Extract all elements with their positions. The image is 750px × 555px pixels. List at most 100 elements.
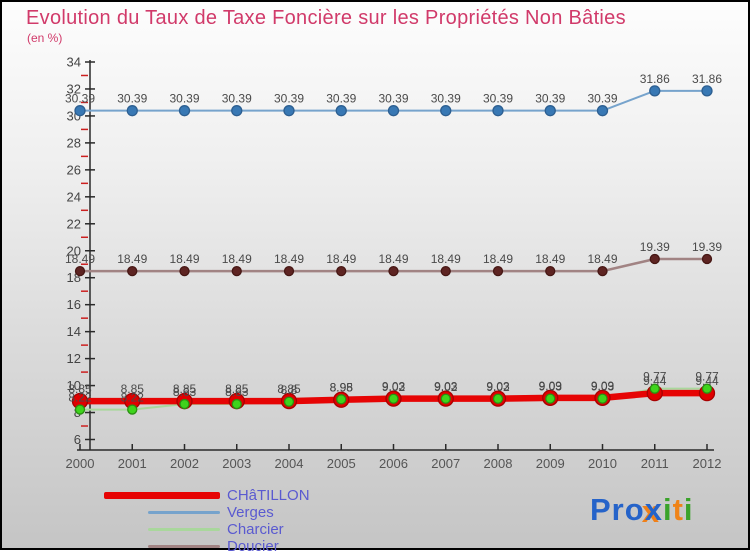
svg-text:18.49: 18.49: [117, 252, 147, 266]
svg-text:22: 22: [67, 216, 81, 231]
svg-text:30.39: 30.39: [535, 92, 565, 106]
chart-subtitle: (en %): [27, 31, 63, 45]
svg-text:2006: 2006: [379, 456, 408, 471]
svg-text:30.39: 30.39: [117, 92, 147, 106]
legend-label-doucier: Doucier: [227, 537, 279, 555]
legend-label-chatillon: CHâTILLON: [227, 486, 310, 504]
svg-text:30.39: 30.39: [222, 92, 252, 106]
legend-swatch-doucier: [100, 544, 220, 548]
svg-text:9.44: 9.44: [695, 374, 719, 388]
svg-text:8.85: 8.85: [173, 382, 197, 396]
legend-label-charcier: Charcier: [227, 520, 284, 538]
svg-text:8.98: 8.98: [330, 380, 354, 394]
svg-text:30.39: 30.39: [587, 92, 617, 106]
svg-text:9.03: 9.03: [591, 380, 615, 394]
legend-item-verges: Verges: [100, 504, 310, 520]
svg-text:2012: 2012: [693, 456, 722, 471]
chart-legend: CHâTILLON Verges Charcier Doucier: [100, 487, 310, 555]
legend-item-chatillon: CHâTILLON: [100, 487, 310, 503]
legend-swatch-verges: [100, 510, 220, 514]
svg-text:8.8: 8.8: [281, 383, 298, 397]
svg-text:8.85: 8.85: [225, 382, 249, 396]
svg-text:30.39: 30.39: [378, 92, 408, 106]
svg-text:10: 10: [67, 378, 81, 393]
svg-text:2007: 2007: [431, 456, 460, 471]
svg-text:2004: 2004: [275, 456, 304, 471]
svg-text:8.63: 8.63: [173, 385, 197, 399]
legend-label-verges: Verges: [227, 503, 274, 521]
svg-text:18.49: 18.49: [169, 252, 199, 266]
svg-text:19.39: 19.39: [692, 240, 722, 254]
svg-text:19.39: 19.39: [640, 240, 670, 254]
svg-text:18.49: 18.49: [535, 252, 565, 266]
svg-text:26: 26: [67, 162, 81, 177]
svg-text:9.77: 9.77: [695, 370, 719, 384]
svg-text:30.39: 30.39: [65, 92, 95, 106]
svg-text:9.03: 9.03: [486, 380, 510, 394]
svg-text:9.77: 9.77: [643, 370, 667, 384]
svg-text:34: 34: [67, 55, 81, 70]
svg-text:20: 20: [67, 243, 81, 258]
svg-text:18.49: 18.49: [431, 252, 461, 266]
svg-text:2008: 2008: [484, 456, 513, 471]
svg-text:30.39: 30.39: [169, 92, 199, 106]
svg-text:9.09: 9.09: [591, 379, 615, 393]
svg-text:8.63: 8.63: [225, 385, 249, 399]
svg-text:31.86: 31.86: [692, 72, 722, 86]
svg-text:2001: 2001: [118, 456, 147, 471]
svg-text:8.85: 8.85: [277, 382, 301, 396]
svg-text:8.22: 8.22: [68, 391, 92, 405]
svg-text:8.85: 8.85: [68, 382, 92, 396]
svg-text:24: 24: [67, 189, 81, 204]
svg-text:2011: 2011: [641, 456, 669, 471]
svg-text:12: 12: [67, 351, 81, 366]
svg-text:18.49: 18.49: [587, 252, 617, 266]
svg-text:9.44: 9.44: [643, 374, 667, 388]
chart-title: Evolution du Taux de Taxe Foncière sur l…: [26, 7, 626, 29]
svg-text:8.22: 8.22: [121, 391, 145, 405]
legend-swatch-charcier: [100, 527, 220, 531]
proxiti-logo: Proxiti: [590, 492, 694, 528]
svg-text:32: 32: [67, 81, 81, 96]
svg-text:9.03: 9.03: [539, 380, 563, 394]
svg-text:9.02: 9.02: [382, 380, 406, 394]
svg-text:2010: 2010: [588, 456, 617, 471]
svg-text:2009: 2009: [536, 456, 565, 471]
svg-text:8.95: 8.95: [330, 381, 354, 395]
svg-text:18.49: 18.49: [222, 252, 252, 266]
svg-text:18.49: 18.49: [378, 252, 408, 266]
logo-letter: i: [683, 492, 694, 527]
svg-text:2002: 2002: [170, 456, 199, 471]
svg-text:9.02: 9.02: [486, 380, 510, 394]
svg-text:2003: 2003: [222, 456, 251, 471]
svg-text:28: 28: [67, 135, 81, 150]
svg-text:9.02: 9.02: [434, 380, 458, 394]
svg-text:30.39: 30.39: [431, 92, 461, 106]
svg-text:30.39: 30.39: [326, 92, 356, 106]
svg-text:18.49: 18.49: [483, 252, 513, 266]
svg-text:9.03: 9.03: [382, 380, 406, 394]
svg-text:9.09: 9.09: [539, 379, 563, 393]
svg-text:30.39: 30.39: [274, 92, 304, 106]
logo-letter: t: [672, 492, 684, 527]
svg-text:2005: 2005: [327, 456, 356, 471]
svg-text:31.86: 31.86: [640, 72, 670, 86]
logo-letter: Pro: [590, 492, 645, 527]
logo-letter: x: [644, 492, 663, 527]
svg-text:16: 16: [67, 297, 81, 312]
svg-text:30.39: 30.39: [483, 92, 513, 106]
svg-text:8.85: 8.85: [121, 382, 145, 396]
logo-letter: i: [662, 492, 673, 527]
legend-item-doucier: Doucier: [100, 538, 310, 554]
svg-text:6: 6: [74, 432, 81, 447]
svg-text:9.03: 9.03: [434, 380, 458, 394]
svg-text:18.49: 18.49: [65, 252, 95, 266]
svg-text:18.49: 18.49: [326, 252, 356, 266]
svg-text:18.49: 18.49: [274, 252, 304, 266]
svg-text:2000: 2000: [66, 456, 95, 471]
legend-swatch-chatillon: [100, 491, 220, 499]
svg-text:14: 14: [67, 324, 81, 339]
legend-item-charcier: Charcier: [100, 521, 310, 537]
